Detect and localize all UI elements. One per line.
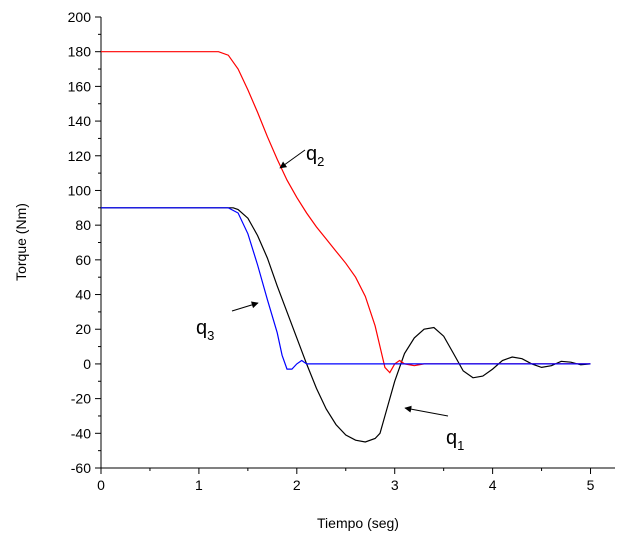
x-tick-label: 5	[587, 477, 595, 493]
y-tick-label: 120	[68, 148, 92, 164]
y-tick-label: 140	[68, 113, 92, 129]
y-tick-label: 60	[75, 252, 91, 268]
annotation-text: q	[196, 317, 207, 339]
y-axis-label: Torque (Nm)	[13, 203, 29, 281]
y-tick-label: 40	[75, 287, 91, 303]
annotation-arrow	[279, 149, 306, 169]
x-axis-label: Tiempo (seg)	[317, 515, 399, 531]
x-tick-label: 4	[489, 477, 497, 493]
annotation-arrow	[404, 405, 449, 417]
y-tick-label: -40	[71, 425, 91, 441]
x-tick-label: 1	[195, 477, 203, 493]
x-tick-label: 0	[97, 477, 105, 493]
y-tick-label: 160	[68, 78, 92, 94]
y-tick-label: -60	[71, 460, 91, 476]
annotation: q2	[306, 143, 324, 169]
annotation-text: q	[306, 143, 317, 165]
x-tick-label: 2	[293, 477, 301, 493]
x-tick-label: 3	[391, 477, 399, 493]
series-line	[101, 207, 591, 370]
y-tick-label: 100	[68, 182, 92, 198]
y-tick-label: 80	[75, 217, 91, 233]
y-tick-label: 200	[68, 9, 92, 25]
y-tick-label: 20	[75, 321, 91, 337]
annotation-sub: 1	[457, 438, 464, 453]
y-tick-label: -20	[71, 391, 91, 407]
annotation: q1	[446, 427, 464, 453]
y-tick-label: 180	[68, 44, 92, 60]
annotation-sub: 2	[317, 154, 324, 169]
y-tick-label: 0	[83, 356, 91, 372]
annotation-sub: 3	[207, 328, 214, 343]
series-line	[101, 207, 591, 443]
annotation-text: q	[446, 427, 457, 449]
annotation: q3	[196, 317, 214, 343]
series-line	[101, 51, 591, 374]
annotation-arrow	[231, 301, 259, 312]
